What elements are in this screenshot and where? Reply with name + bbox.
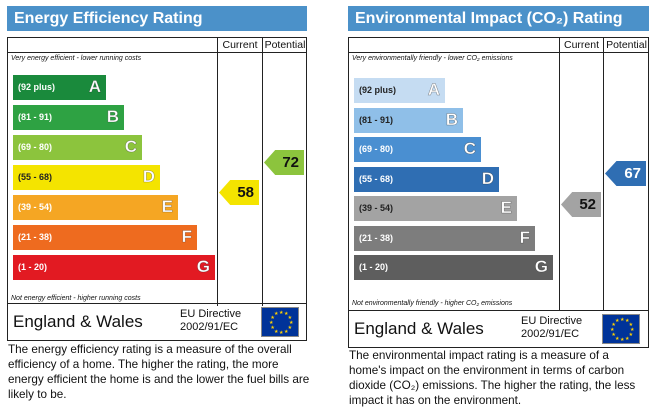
eu-flag-icon: ★ ★ ★ ★ ★ ★ ★ ★ ★ ★ ★ ★ (261, 307, 299, 337)
rating-band-b: (81 - 91) B (13, 105, 124, 130)
flag-star-icon: ★ (615, 318, 620, 325)
energy-rating-table: Current Potential Very energy efficient … (7, 37, 307, 341)
bottom-note: Not energy efficient - higher running co… (11, 295, 141, 302)
band-range: (1 - 20) (18, 262, 48, 272)
rating-band-b: (81 - 91) B (354, 107, 463, 133)
eu-flag-icon: ★ ★ ★ ★ ★ ★ ★ ★ ★ ★ ★ ★ (602, 314, 640, 344)
band-range: (55 - 68) (359, 173, 394, 184)
potential-column-header: Potential (606, 39, 647, 51)
environmental-impact-panel: Environmental Impact (CO₂) Rating Curren… (348, 6, 649, 407)
eu-directive: EU Directive 2002/91/EC (180, 308, 242, 333)
band-range: (39 - 54) (359, 203, 394, 213)
current-column-header: Current (222, 39, 258, 51)
top-note: Very energy efficient - lower running co… (11, 55, 142, 62)
band-range: (92 plus) (359, 85, 397, 95)
band-letter: E (500, 198, 512, 218)
environment-rating-table: Current Potential Very environmentally f… (348, 37, 649, 348)
country-label: England & Wales (13, 312, 143, 331)
rating-band-d: (55 - 68) D (13, 165, 160, 190)
band-letter: B (106, 107, 119, 127)
rating-band-f: (21 - 38) F (13, 225, 197, 250)
band-range: (81 - 91) (359, 114, 394, 125)
band-letter: A (88, 77, 101, 97)
flag-star-icon: ★ (625, 335, 630, 342)
eu-directive: EU Directive 2002/91/EC (521, 315, 583, 340)
bottom-note: Not environmentally friendly - higher CO… (352, 300, 513, 307)
flag-star-icon: ★ (269, 320, 274, 326)
current-column-header: Current (563, 39, 599, 51)
rating-band-c: (69 - 80) C (354, 137, 481, 162)
potential-rating-arrow: 67 (605, 161, 646, 186)
top-note: Very environmentally friendly - lower CO… (352, 55, 513, 62)
current-rating-arrow: 52 (561, 192, 601, 217)
rating-band-e: (39 - 54) E (13, 195, 178, 220)
flag-star-icon: ★ (289, 320, 294, 326)
flag-star-icon: ★ (287, 315, 293, 321)
band-range: (69 - 80) (18, 142, 53, 152)
flag-star-icon: ★ (610, 327, 615, 333)
flag-star-icon: ★ (628, 322, 634, 328)
flag-star-icon: ★ (274, 311, 279, 318)
band-range: (69 - 80) (359, 144, 394, 154)
current-rating-arrow: 58 (219, 180, 259, 205)
band-range: (55 - 68) (18, 172, 53, 182)
rating-band-a: (92 plus) A (13, 75, 106, 100)
flag-star-icon: ★ (284, 311, 289, 318)
energy-description: The energy efficiency rating is a measur… (8, 343, 310, 401)
flag-star-icon: ★ (279, 310, 284, 316)
potential-rating-arrow: 72 (264, 150, 304, 175)
flag-star-icon: ★ (270, 315, 275, 321)
country-label: England & Wales (354, 319, 484, 338)
band-letter: G (196, 257, 210, 277)
flag-star-icon: ★ (284, 328, 289, 335)
rating-band-g: (1 - 20) G (354, 255, 553, 280)
energy-title: Energy Efficiency Rating (7, 6, 307, 31)
environment-description: The environmental impact rating is a mea… (349, 349, 636, 407)
flag-star-icon: ★ (274, 328, 279, 335)
band-letter: G (534, 257, 549, 277)
band-range: (21 - 38) (359, 232, 394, 243)
band-letter: E (161, 197, 173, 217)
flag-star-icon: ★ (279, 330, 284, 336)
environment-title: Environmental Impact (CO₂) Rating (348, 6, 649, 31)
flag-star-icon: ★ (628, 332, 634, 338)
environment-footer: England & Wales EU Directive 2002/91/EC … (349, 310, 648, 347)
rating-band-f: (21 - 38) F (354, 225, 535, 251)
band-range: (81 - 91) (18, 112, 53, 122)
flag-star-icon: ★ (611, 332, 616, 338)
flag-star-icon: ★ (287, 325, 293, 331)
rating-band-g: (1 - 20) G (13, 255, 215, 280)
band-letter: F (519, 227, 530, 247)
band-letter: A (427, 80, 440, 100)
energy-efficiency-panel: Energy Efficiency Rating Current Potenti… (7, 6, 309, 401)
band-range: (39 - 54) (18, 202, 53, 212)
flag-star-icon: ★ (620, 317, 625, 323)
rating-band-e: (39 - 54) E (354, 196, 517, 221)
rating-band-d: (55 - 68) D (354, 166, 499, 192)
band-letter: D (142, 167, 155, 187)
flag-star-icon: ★ (270, 325, 275, 331)
energy-footer: England & Wales EU Directive 2002/91/EC … (8, 303, 306, 340)
flag-star-icon: ★ (625, 318, 630, 325)
rating-band-c: (69 - 80) C (13, 135, 142, 160)
flag-star-icon: ★ (611, 322, 616, 328)
band-letter: D (481, 168, 494, 188)
band-letter: C (124, 137, 137, 157)
flag-star-icon: ★ (615, 335, 620, 342)
band-range: (92 plus) (18, 82, 56, 92)
band-letter: C (463, 139, 476, 159)
rating-band-a: (92 plus) A (354, 78, 445, 103)
flag-star-icon: ★ (630, 327, 635, 333)
potential-column-header: Potential (264, 39, 306, 51)
band-letter: F (181, 227, 192, 247)
band-range: (21 - 38) (18, 232, 53, 242)
band-range: (1 - 20) (359, 262, 389, 272)
flag-star-icon: ★ (620, 337, 625, 343)
band-letter: B (445, 109, 458, 129)
